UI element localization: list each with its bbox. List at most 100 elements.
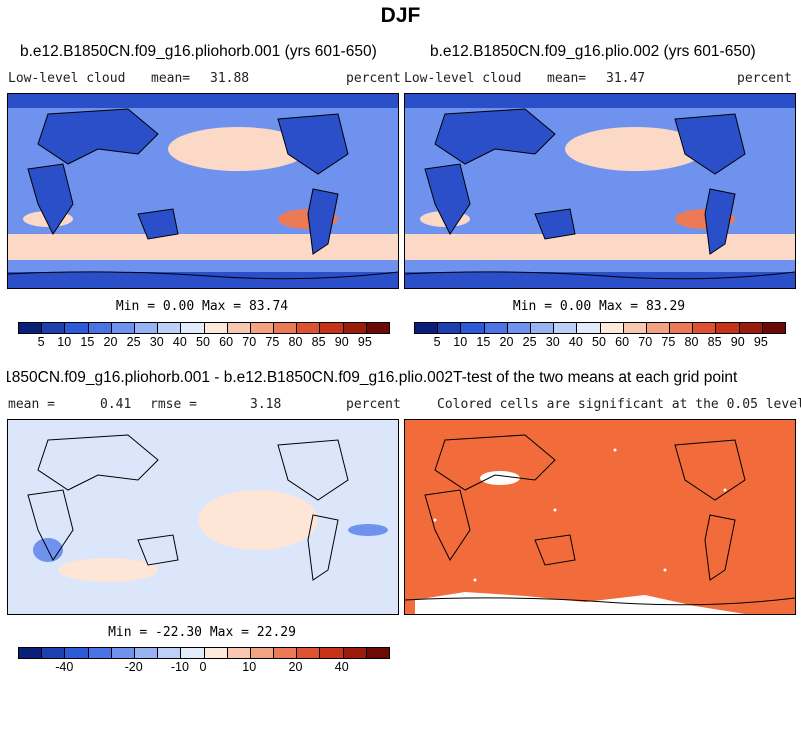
panel3-warm-anomaly-south — [58, 558, 158, 582]
panel3-title: b.e12.B1850CN.f09_g16.pliohorb.001 - b.e… — [7, 369, 453, 386]
panel2-colorbar-swatch — [530, 323, 555, 333]
panel2-min-value: 0.00 — [559, 299, 592, 314]
panel1-colorbar-swatch — [42, 323, 66, 333]
panel1-australia — [138, 209, 178, 239]
panel1-map-svg — [8, 94, 398, 288]
panel1-max-value: 83.74 — [248, 299, 289, 314]
panel3-rmse-label: rmse = — [150, 397, 197, 412]
panel3-mean-value: 0.41 — [100, 397, 132, 412]
panel2-min-label: Min = — [512, 299, 553, 314]
panel3-colorbar-swatch — [204, 648, 228, 658]
panel1-colorbar-swatch — [158, 323, 182, 333]
panel1-colorbar-tick-label: 10 — [57, 335, 72, 349]
panel3-title-clip: b.e12.B1850CN.f09_g16.pliohorb.001 - b.e… — [7, 369, 453, 387]
panel2-title: b.e12.B1850CN.f09_g16.plio.002 (yrs 601-… — [430, 43, 756, 60]
panel3-colorbar-tick-label: -40 — [55, 660, 74, 674]
panel2-colorbar-tick-label: 30 — [545, 335, 560, 349]
panel3-colorbar — [18, 647, 390, 659]
panel3-coastlines — [27, 434, 349, 581]
panel2-colorbar-swatch — [762, 323, 785, 333]
panel1-mean-value: 31.88 — [210, 71, 250, 86]
panel2-colorbar-tick-label: 40 — [568, 335, 583, 349]
panel4-nonsignificant-dots — [433, 448, 727, 582]
panel2-colorbar-swatch — [507, 323, 531, 333]
panel3-colorbar-swatch — [19, 648, 43, 658]
panel4-map-svg — [405, 420, 795, 614]
panel2-colorbar-swatch — [600, 323, 624, 333]
panel1-colorbar-swatch — [88, 323, 112, 333]
panel1-coastlines — [8, 108, 398, 280]
panel1-arctic-band — [8, 94, 398, 108]
panel2-minmax: Min = 0.00 Max = 83.29 — [404, 299, 794, 314]
panel2-colorbar-tick-label: 95 — [753, 335, 768, 349]
panel2-colorbar-tick-label: 75 — [661, 335, 676, 349]
panel3-colorbar-swatch — [227, 648, 251, 658]
panel1-min-value: 0.00 — [162, 299, 195, 314]
panel3-colorbar-swatch — [274, 648, 298, 658]
figure-title: DJF — [380, 4, 421, 27]
panel3-map — [7, 419, 399, 615]
panel2-north-pacific-cloud — [565, 127, 705, 171]
panel2-australia — [535, 209, 575, 239]
panel2-colorbar-swatch — [693, 323, 717, 333]
panel3-colorbar-swatch — [297, 648, 321, 658]
panel1-colorbar-swatch — [274, 323, 298, 333]
panel1-colorbar-swatch — [65, 323, 89, 333]
panel2-colorbar-tick-label: 60 — [615, 335, 630, 349]
panel1-colorbar-swatch — [343, 323, 367, 333]
panel3-colorbar-swatch — [158, 648, 182, 658]
panel1-colorbar-tick-label: 5 — [37, 335, 45, 349]
panel3-colorbar-tick-label: 0 — [199, 660, 207, 674]
panel1-min-label: Min = — [115, 299, 156, 314]
panel1-colorbar-swatch — [320, 323, 344, 333]
panel3-colorbar-swatch — [42, 648, 66, 658]
panel3-min-value: -22.30 — [155, 625, 202, 640]
panel1-units: percent — [346, 71, 401, 86]
panel1-colorbar-tick-label: 75 — [265, 335, 280, 349]
panel2-colorbar-swatch — [739, 323, 763, 333]
panel1-colorbar-ticks: 5 10 15 20 25 30 40 50 60 70 75 80 85 90 95 — [18, 335, 388, 351]
panel2-coastlines — [405, 108, 795, 280]
panel4-map — [404, 419, 796, 615]
panel2-colorbar-swatch — [577, 323, 601, 333]
panel2-colorbar-swatch — [554, 323, 578, 333]
panel2-map — [404, 93, 796, 289]
panel2-colorbar-tick-label: 70 — [638, 335, 653, 349]
panel3-colorbar-swatch — [88, 648, 112, 658]
panel3-colorbar-tick-label: 10 — [242, 660, 257, 674]
panel2-mean-label: mean= — [547, 71, 587, 86]
panel2-field-label: Low-level cloud — [404, 71, 522, 86]
panel2-units: percent — [737, 71, 792, 86]
panel2-colorbar-tick-label: 10 — [453, 335, 468, 349]
panel3-mean-label: mean = — [8, 397, 55, 412]
panel1-colorbar-tick-label: 20 — [103, 335, 118, 349]
panel4-nonsignificant-patch-asia — [480, 471, 520, 485]
panel1-africa — [28, 164, 73, 234]
panel2-africa — [425, 164, 470, 234]
panel3-minmax: Min = -22.30 Max = 22.29 — [7, 625, 397, 640]
panel3-rmse-value: 3.18 — [250, 397, 282, 412]
panel3-colorbar-swatch — [320, 648, 344, 658]
panel1-colorbar-tick-label: 80 — [288, 335, 303, 349]
panel1-colorbar-tick-label: 90 — [334, 335, 349, 349]
panel2-colorbar-swatch — [623, 323, 647, 333]
panel2-colorbar-swatch — [461, 323, 485, 333]
panel1-colorbar-swatch — [181, 323, 205, 333]
panel3-colorbar-tick-label: -10 — [170, 660, 189, 674]
panel2-arctic-band — [405, 94, 795, 108]
panel1-colorbar-tick-label: 15 — [80, 335, 95, 349]
panel1-colorbar-swatch — [19, 323, 43, 333]
panel1-colorbar-tick-label: 70 — [242, 335, 257, 349]
panel3-max-label: Max = — [209, 625, 249, 640]
panel1-north-pacific-cloud — [168, 127, 308, 171]
panel2-colorbar-ticks: 5 10 15 20 25 30 40 50 60 70 75 80 85 90 95 — [414, 335, 784, 351]
panel2-colorbar-tick-label: 50 — [592, 335, 606, 349]
panel3-colorbar-swatch — [65, 648, 89, 658]
panel2-colorbar-swatch — [438, 323, 462, 333]
panel3-colorbar-swatch — [366, 648, 389, 658]
panel1-colorbar-tick-label: 85 — [311, 335, 326, 349]
panel3-max-value: 22.29 — [256, 625, 296, 640]
panel1-colorbar-swatch — [227, 323, 251, 333]
panel2-colorbar-tick-label: 15 — [476, 335, 491, 349]
panel1-colorbar-tick-label: 50 — [196, 335, 210, 349]
